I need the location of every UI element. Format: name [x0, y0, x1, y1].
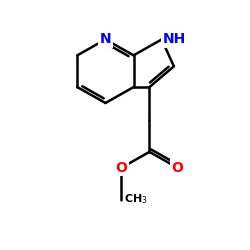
Text: CH$_3$: CH$_3$ [124, 193, 148, 206]
Text: N: N [100, 32, 111, 46]
Text: O: O [116, 161, 127, 175]
Text: NH: NH [163, 32, 186, 46]
Text: O: O [172, 161, 183, 175]
